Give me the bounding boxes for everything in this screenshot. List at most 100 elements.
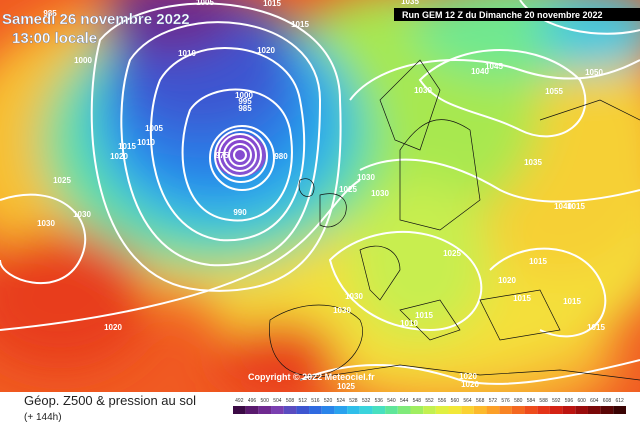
footer-title: Géop. Z500 & pression au sol — [24, 393, 196, 408]
legend-swatch — [385, 406, 398, 414]
valid-time: 13:00 locale — [12, 30, 97, 47]
isobar-label: 1010 — [137, 138, 155, 147]
isobar-label: 1005 — [145, 124, 163, 133]
legend-swatch — [486, 406, 500, 414]
legend-swatch — [347, 406, 360, 414]
legend-label: 516 — [311, 398, 320, 404]
isobar-label: 1030 — [73, 210, 91, 219]
legend-swatch — [600, 406, 614, 414]
isobar-label: 1015 — [291, 20, 309, 29]
isobar-label: 1020 — [459, 372, 477, 381]
legend-swatch — [562, 406, 576, 414]
legend-label: 612 — [615, 398, 624, 404]
legend-label: 600 — [577, 398, 586, 404]
isobar-label: 1055 — [545, 87, 563, 96]
legend-label: 608 — [603, 398, 612, 404]
isobar-lines — [0, 0, 640, 385]
legend-label: 580 — [514, 398, 523, 404]
legend-label: 540 — [387, 398, 396, 404]
copyright: Copyright © 2022 Meteociel.fr — [248, 372, 375, 382]
isobar-label: 985 — [238, 104, 252, 113]
legend-swatch — [511, 406, 525, 414]
legend-label: 576 — [501, 398, 510, 404]
isobar-label: 1000 — [235, 91, 253, 100]
legend-label: 584 — [527, 398, 536, 404]
isobar-label: 1020 — [104, 323, 122, 332]
isobar-label: 1025 — [339, 185, 357, 194]
color-legend: 492 496 500 504 508 512 516 520 524 528 532 536 540 5… — [233, 398, 626, 414]
legend-swatch — [537, 406, 550, 414]
legend-label: 596 — [565, 398, 574, 404]
legend-label: 592 — [552, 398, 561, 404]
isobar-label: 1030 — [345, 292, 363, 301]
legend-swatch — [613, 406, 626, 414]
isobar-label: 1015 — [529, 257, 547, 266]
legend-swatch — [334, 406, 348, 414]
isobar-label: 985 — [43, 9, 57, 18]
legend-label: 520 — [324, 398, 333, 404]
isobar-label: 990 — [233, 208, 247, 217]
legend-swatch — [448, 406, 462, 414]
legend-label: 512 — [299, 398, 308, 404]
legend-label: 564 — [463, 398, 472, 404]
legend-label: 496 — [248, 398, 257, 404]
isobar-label: 1010 — [400, 319, 418, 328]
legend-swatch — [499, 406, 512, 414]
legend-swatch — [309, 406, 322, 414]
isobar-label: 1030 — [414, 86, 432, 95]
legend-swatch — [359, 406, 373, 414]
isobar-label: 1020 — [110, 152, 128, 161]
isobar-label: 1015 — [415, 311, 433, 320]
isobar-label: 1015 — [513, 294, 531, 303]
legend-label: 528 — [349, 398, 358, 404]
legend-label: 556 — [438, 398, 447, 404]
legend-swatch — [575, 406, 588, 414]
legend-swatch — [435, 406, 449, 414]
legend-label: 508 — [286, 398, 295, 404]
legend-label: 588 — [539, 398, 548, 404]
legend-label: 536 — [375, 398, 384, 404]
legend-label: 560 — [451, 398, 460, 404]
isobar-label: 1015 — [563, 297, 581, 306]
legend-label: 524 — [337, 398, 346, 404]
isobar-label: 1025 — [337, 382, 355, 391]
isobar-label: 1030 — [371, 189, 389, 198]
legend-swatch — [258, 406, 272, 414]
isobar-label: 1010 — [178, 49, 196, 58]
isobar-label: 1030 — [37, 219, 55, 228]
isobar-label: 975 — [215, 151, 229, 160]
legend-swatch — [461, 406, 474, 414]
legend-swatch — [524, 406, 538, 414]
isobar-label: 1020 — [257, 46, 275, 55]
legend-swatch — [397, 406, 411, 414]
legend-swatch — [233, 406, 246, 414]
legend-label: 604 — [590, 398, 599, 404]
isobar-label: 1015 — [587, 323, 605, 332]
isobar-label: 1015 — [263, 0, 281, 8]
legend-label: 548 — [413, 398, 422, 404]
legend-swatch — [296, 406, 310, 414]
isobar-label: 1000 — [74, 56, 92, 65]
legend-swatch — [321, 406, 335, 414]
legend-label: 532 — [362, 398, 371, 404]
isobar-label: 1040 — [471, 67, 489, 76]
isobar-label: 1015 — [118, 142, 136, 151]
isobar-label: 1005 — [196, 0, 214, 7]
legend-swatch — [473, 406, 487, 414]
legend-swatch — [410, 406, 424, 414]
coastlines — [269, 59, 640, 381]
isobar-label: 1025 — [443, 249, 461, 258]
legend-label: 552 — [425, 398, 434, 404]
legend-swatch — [423, 406, 436, 414]
isobar-label: 1050 — [585, 68, 603, 77]
legend-swatch — [549, 406, 563, 414]
isobar-label: 1035 — [524, 158, 542, 167]
lead-time: (+ 144h) — [24, 412, 62, 423]
run-banner — [394, 8, 640, 21]
legend-label: 568 — [476, 398, 485, 404]
legend-swatch — [271, 406, 284, 414]
isobar-label: 1040 — [554, 202, 572, 211]
legend-label: 500 — [261, 398, 270, 404]
